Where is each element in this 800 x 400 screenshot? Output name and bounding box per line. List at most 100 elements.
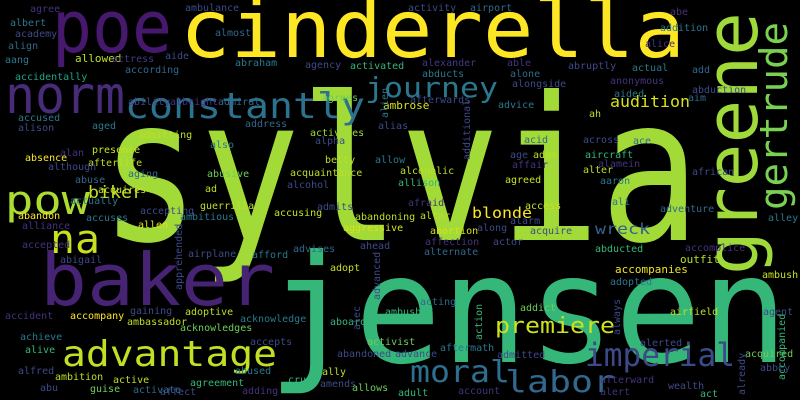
word: baker xyxy=(40,238,275,322)
word: aide xyxy=(165,51,189,62)
word: according xyxy=(125,65,179,76)
word: address xyxy=(245,119,287,130)
word: affection xyxy=(425,237,479,248)
word: aim xyxy=(688,93,706,104)
word: activates xyxy=(310,128,364,139)
word: alternate xyxy=(424,247,478,258)
word: allow xyxy=(375,155,406,166)
word: accepted xyxy=(22,240,70,251)
word: altar xyxy=(420,211,450,222)
word: agrees xyxy=(322,93,358,104)
word: advises xyxy=(293,244,335,255)
word: although xyxy=(48,162,96,173)
word: labor xyxy=(505,365,615,400)
word: premiere xyxy=(495,314,615,339)
word: agree xyxy=(30,4,60,15)
word: airport xyxy=(470,3,512,14)
word: admitting xyxy=(138,130,192,141)
word: alice xyxy=(645,39,675,50)
word: accomplice xyxy=(685,243,745,254)
word: betty xyxy=(325,155,355,166)
word: advice xyxy=(498,100,534,111)
word: abducted xyxy=(595,244,643,255)
word: alec xyxy=(352,306,363,330)
word: achieve xyxy=(20,332,62,343)
word: affair xyxy=(512,160,548,171)
word: able xyxy=(507,58,531,69)
word: activated xyxy=(350,61,404,72)
word: align xyxy=(8,41,38,52)
word: alliance xyxy=(22,221,70,232)
word: affect xyxy=(160,387,196,398)
word: gaining xyxy=(130,306,172,317)
word: additional xyxy=(462,100,473,160)
word: admiral xyxy=(218,97,260,108)
word: aftermath xyxy=(440,343,494,354)
word: wreck xyxy=(595,220,650,238)
word: almost xyxy=(215,28,251,39)
word: admits xyxy=(317,202,353,213)
word: guise xyxy=(90,384,120,395)
word: constantly xyxy=(125,86,365,127)
word: abandon xyxy=(18,211,60,222)
word: access xyxy=(525,201,561,212)
word: act xyxy=(700,389,718,400)
word: na xyxy=(50,217,100,263)
word: norm xyxy=(5,66,125,126)
word: abuse xyxy=(75,175,105,186)
word: admitted xyxy=(497,350,545,361)
word: ahead xyxy=(360,241,390,252)
word: academy xyxy=(15,29,57,40)
word: already xyxy=(737,353,748,395)
word: abruptly xyxy=(568,61,616,72)
word: cruel xyxy=(288,375,318,386)
word: alison xyxy=(18,123,54,134)
word: across xyxy=(583,135,619,146)
word: ali xyxy=(612,197,630,208)
word: biker xyxy=(88,183,143,203)
word: addition xyxy=(660,23,708,34)
word: ambush xyxy=(762,270,798,281)
word: afraid xyxy=(408,198,444,209)
word: aaron xyxy=(600,176,630,187)
word: accident xyxy=(5,311,53,322)
word: african xyxy=(692,167,734,178)
word: ah xyxy=(589,109,601,120)
word: absence xyxy=(25,153,67,164)
word: adopt xyxy=(330,263,360,274)
word: acknowledges xyxy=(180,323,252,334)
word: pow xyxy=(5,178,91,224)
word: abandoned xyxy=(337,349,391,360)
word: alive xyxy=(25,345,55,356)
word: blonde xyxy=(472,204,532,222)
word: aged xyxy=(92,121,116,132)
word: alan xyxy=(60,148,84,159)
word: jensen xyxy=(268,224,788,398)
word: acting xyxy=(420,297,456,308)
word: along xyxy=(477,223,507,234)
word: alter xyxy=(583,165,613,176)
word: always xyxy=(612,299,623,335)
word: ability xyxy=(128,97,170,108)
word: accuses xyxy=(86,213,128,224)
word: journey xyxy=(365,71,498,104)
word: allows xyxy=(352,383,388,394)
word: cinderella xyxy=(180,0,685,76)
word: afterlife xyxy=(88,158,142,169)
word: acquire xyxy=(530,226,572,237)
word: alarm xyxy=(510,216,540,227)
word: actually xyxy=(70,196,118,207)
word: airplane xyxy=(188,249,236,260)
word: ambrose xyxy=(383,99,429,112)
word: acquired xyxy=(745,349,793,360)
word: accidentally xyxy=(15,72,87,83)
word: accused xyxy=(18,113,60,124)
word: acquaintance xyxy=(290,168,362,179)
word: alley xyxy=(768,213,798,224)
word: abused xyxy=(235,366,271,377)
word: ambitious xyxy=(180,212,234,223)
word: abduction xyxy=(692,85,746,96)
word: addict xyxy=(520,303,556,314)
word: ace xyxy=(633,136,651,147)
